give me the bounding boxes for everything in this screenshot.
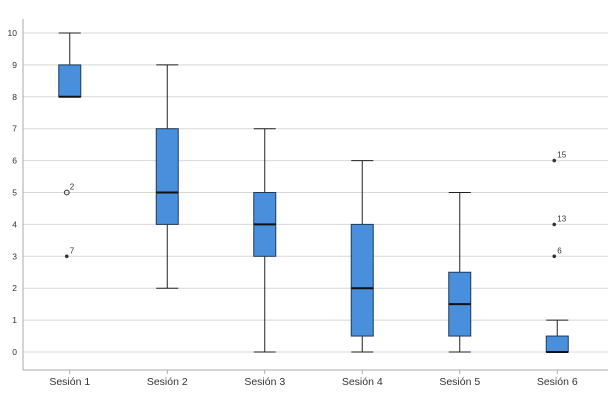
y-tick-label: 9 — [12, 60, 17, 70]
iqr-box — [350, 223, 374, 337]
grid-lines — [23, 32, 608, 353]
outlier-dot — [552, 158, 557, 163]
box-4 — [350, 160, 374, 353]
outlier-label: 13 — [557, 214, 566, 223]
x-category-label: Sesión 5 — [439, 376, 480, 388]
box-3 — [253, 128, 277, 353]
boxes — [58, 32, 569, 353]
iqr-box — [155, 128, 179, 225]
y-tick-label: 8 — [12, 92, 17, 102]
outlier-dot — [64, 254, 69, 259]
iqr-box — [545, 335, 569, 353]
y-tick-label: 1 — [12, 315, 17, 325]
x-category-labels: Sesión 1 Sesión 2 Sesión 3 Sesión 4 Sesión 5… — [49, 376, 578, 388]
outlier-circle — [63, 189, 70, 196]
box-2 — [155, 64, 179, 289]
y-tick-label: 6 — [12, 156, 17, 166]
y-tick-label: 7 — [12, 124, 17, 134]
outlier-dot — [552, 254, 557, 259]
outlier-label: 2 — [70, 183, 75, 192]
y-tick-label: 3 — [12, 251, 17, 261]
outlier-label: 6 — [557, 246, 562, 255]
x-category-label: Sesión 4 — [342, 376, 383, 388]
y-tick-label: 5 — [12, 188, 17, 198]
box-6 — [545, 319, 569, 353]
x-category-label: Sesión 3 — [244, 376, 285, 388]
outlier-label: 15 — [557, 151, 566, 160]
outliers: 2 7 15 13 6 — [63, 151, 567, 259]
y-tick-label: 4 — [12, 219, 17, 229]
box-5 — [448, 192, 472, 353]
outlier-dot — [552, 222, 557, 227]
box-1 — [58, 32, 82, 98]
axes — [22, 19, 608, 374]
x-category-label: Sesión 6 — [537, 376, 578, 388]
y-tick-labels: 0 1 2 3 4 5 6 7 8 9 10 — [8, 28, 18, 357]
iqr-box — [58, 64, 82, 98]
x-category-label: Sesión 1 — [49, 376, 90, 388]
y-tick-label: 0 — [12, 347, 17, 357]
outlier-label: 7 — [70, 246, 75, 255]
y-tick-label: 2 — [12, 283, 17, 293]
x-category-label: Sesión 2 — [147, 376, 188, 388]
y-tick-label: 10 — [8, 28, 18, 38]
